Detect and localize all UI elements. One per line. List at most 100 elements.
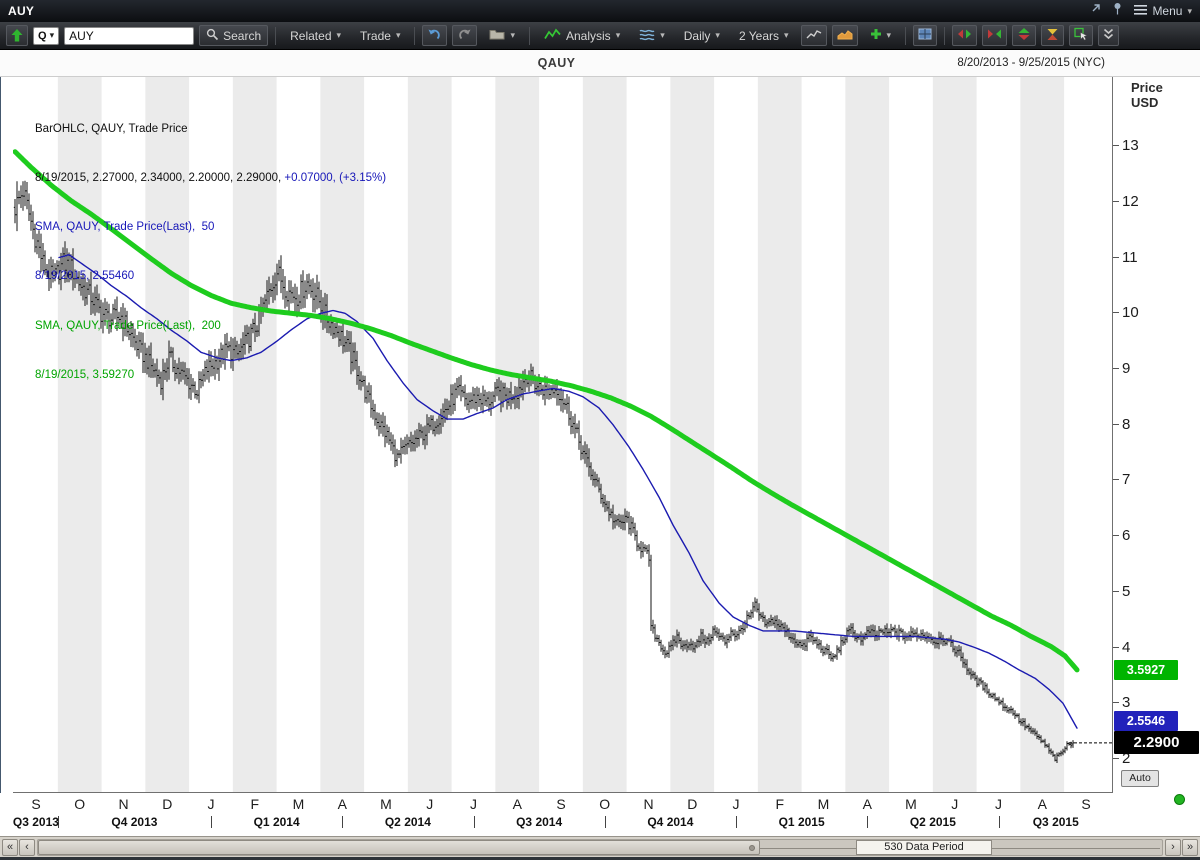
y-axis-label: 11 [1122,248,1138,266]
scroll-far-right-button[interactable]: » [1182,838,1198,856]
y-axis-label: 10 [1122,304,1139,322]
symbol-up-button[interactable] [6,25,28,46]
price-chart-plot[interactable] [13,77,1113,793]
chevron-down-icon: ▾ [886,30,892,40]
trade-dropdown[interactable]: Trade ▾ [353,25,407,46]
related-dropdown[interactable]: Related ▾ [283,25,348,46]
time-axis: S O N D J F M A M J J A S O N D J F M A M J J A S Q3 2013 Q4 2013 Q… [0,793,1200,836]
scrollbar-thumb[interactable] [38,839,760,855]
price-flag-sma200: 3.5927 [1114,660,1178,681]
x-axis-month-label: A [862,796,872,812]
x-axis-quarter-label: Q3 2015 [1032,815,1079,829]
x-axis-quarter-label: Q1 2015 [778,815,825,829]
layout-grid-button[interactable] [913,25,938,46]
area-chart-style-button[interactable] [831,25,858,46]
scroll-bars-out-button[interactable] [952,25,978,46]
legend-bar-series[interactable]: BarOHLC, QAUY, Trade Price [35,122,188,135]
symbol-input[interactable] [64,26,195,45]
waves-dropdown[interactable]: ▾ [632,25,672,46]
sma50-line [58,253,1078,729]
line-chart-style-button[interactable] [800,25,827,46]
trade-label: Trade [360,28,391,43]
scroll-right-button[interactable]: › [1165,838,1181,856]
file-dropdown[interactable]: ▾ [482,25,522,46]
x-axis-quarter-label: Q3 2014 [516,815,563,829]
legend-sma50-value: 8/19/2015, 2.55460 [35,270,135,283]
scrollbar-track[interactable]: 530 Data Period [37,838,1163,856]
auto-scale-button[interactable]: Auto [1121,770,1159,787]
x-axis-month-label: J [470,796,477,812]
x-axis-month-label: D [162,796,173,812]
hamburger-icon [1134,4,1148,18]
y-axis-tick [1113,145,1119,147]
y-axis-label: 4 [1122,638,1131,656]
chevron-down-icon: ▾ [615,30,621,40]
x-axis-month-label: J [207,796,215,812]
price-axis[interactable]: Price USD 3.5927 2.5546 2.2900 Auto 13 12… [1113,50,1200,836]
chevron-down-icon: ▾ [1187,5,1192,16]
chart-symbol-title: QAUY [537,56,576,70]
window-frame-bottom [0,857,1200,860]
selection-cursor-icon [1074,27,1088,44]
up-down-triangles-icon [1017,27,1031,44]
chevron-down-icon: ▾ [715,30,720,40]
x-axis-month-label: J [951,796,959,812]
price-axis-title: Price USD [1131,80,1163,110]
legend-last-change: +0.07000, (+3.15%) [284,172,387,185]
scroll-bars-in-button[interactable] [982,25,1008,46]
data-period-box: 530 Data Period [856,839,992,855]
menu-button[interactable]: Menu ▾ [1134,4,1192,18]
pin-icon[interactable] [1112,2,1123,20]
month-band [757,77,802,793]
quarter-tick [57,816,59,828]
y-axis-label: 7 [1122,471,1131,489]
sma200-line [13,149,1080,673]
y-axis-tick [1113,758,1119,759]
month-band [232,77,277,793]
range-dropdown[interactable]: 2 Years ▾ [732,25,796,46]
y-axis-tick [1113,423,1119,425]
x-axis-month-label: N [118,796,129,812]
open-external-icon[interactable] [1089,2,1101,20]
symbol-type-select[interactable]: Q ▾ [33,26,60,45]
zoom-vertical-button[interactable] [1012,25,1037,46]
toolbar-expand-button[interactable] [1098,25,1120,46]
scroll-far-left-button[interactable]: « [2,838,18,856]
add-study-dropdown[interactable]: ▾ [863,25,899,46]
time-compression-button[interactable] [1041,25,1065,46]
search-button[interactable]: Search [199,25,269,46]
ohlc-bars-series [13,180,1075,763]
x-axis-month-label: S [556,796,566,812]
green-plus-icon [870,28,882,43]
x-axis-month-label: J [995,796,1002,812]
redo-button[interactable] [452,25,478,46]
y-axis-tick [1113,702,1119,704]
analysis-dropdown[interactable]: Analysis ▾ [537,25,627,46]
toolbar: Q ▾ Search Related ▾ Trade ▾ ▾ Analysis … [0,22,1200,50]
undo-button[interactable] [422,25,448,46]
month-band [582,77,627,793]
window-title: AUY [8,4,35,18]
x-axis-month-label: J [426,796,434,812]
y-axis-tick [1113,367,1119,369]
quarter-tick [867,816,869,828]
legend-sma50-series[interactable]: SMA, QAUY, Trade Price(Last), 50 [35,221,215,234]
red-green-arrows-out-icon [957,28,972,43]
chevron-down-icon: ▾ [395,30,401,40]
legend-last-ohlc: 8/19/2015, 2.27000, 2.34000, 2.20000, 2.… [35,172,285,185]
x-axis-month-label: O [74,796,86,812]
x-axis-quarter-label: Q1 2014 [253,815,300,829]
x-axis-month-label: D [687,796,698,812]
legend-sma200-series[interactable]: SMA, QAUY, Trade Price(Last), 200 [35,319,221,332]
month-band [845,77,890,793]
waves-icon [639,28,655,44]
toolbar-separator [414,26,416,45]
x-axis-quarter-label: Q3 2013 [12,815,59,829]
range-label: 2 Years [738,28,779,43]
scroll-left-button[interactable]: ‹ [19,838,35,856]
month-band [407,77,452,793]
y-axis-tick [1113,590,1119,592]
interval-dropdown[interactable]: Daily ▾ [677,25,727,46]
selection-tool-button[interactable] [1069,25,1094,46]
